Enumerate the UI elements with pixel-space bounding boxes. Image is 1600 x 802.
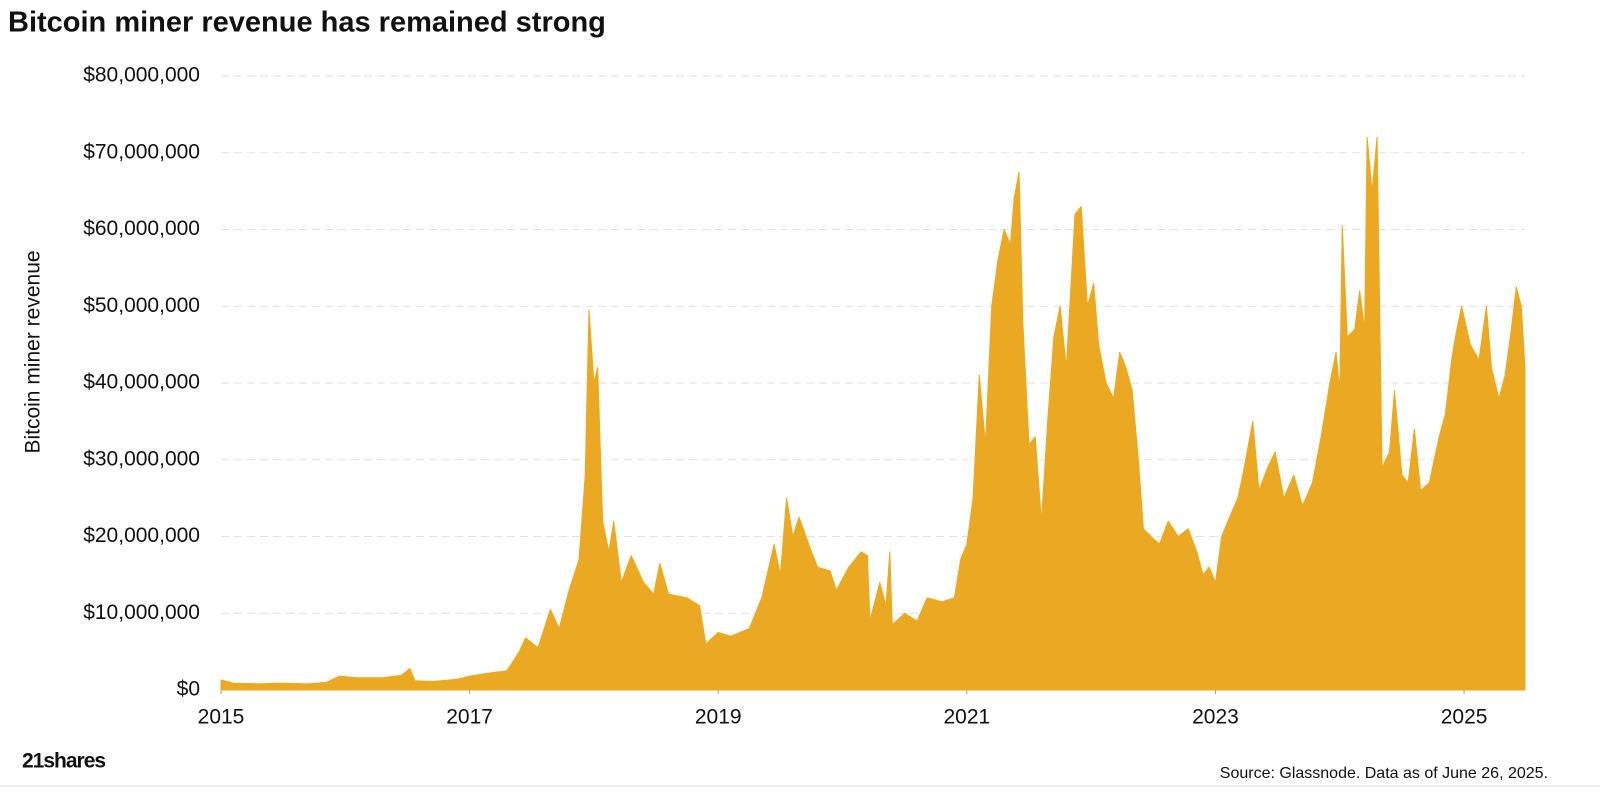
y-tick-label: $10,000,000: [83, 601, 200, 624]
area: [220, 136, 1526, 691]
y-axis-label: Bitcoin miner revenue: [22, 250, 45, 453]
x-tick-label: 2019: [695, 706, 742, 729]
source-note: Source: Glassnode. Data as of June 26, 2…: [1220, 765, 1548, 782]
x-tick-label: 2015: [198, 706, 245, 729]
x-tick-label: 2023: [1192, 706, 1239, 729]
x-tick-label: 2025: [1441, 706, 1488, 729]
y-tick-label: $50,000,000: [83, 294, 200, 317]
y-tick-label: $60,000,000: [83, 217, 200, 240]
y-tick-label: $70,000,000: [83, 140, 200, 163]
x-tick-label: 2021: [943, 706, 990, 729]
y-tick-label: $80,000,000: [83, 64, 200, 87]
x-tick-label: 2017: [446, 706, 493, 729]
chart-title: Bitcoin miner revenue has remained stron…: [8, 7, 606, 39]
y-tick-label: $40,000,000: [83, 371, 200, 394]
y-tick-label: $20,000,000: [83, 524, 200, 547]
logo: 21shares: [22, 750, 105, 773]
y-tick-label: $30,000,000: [83, 447, 200, 470]
y-tick-label: $0: [177, 678, 200, 701]
